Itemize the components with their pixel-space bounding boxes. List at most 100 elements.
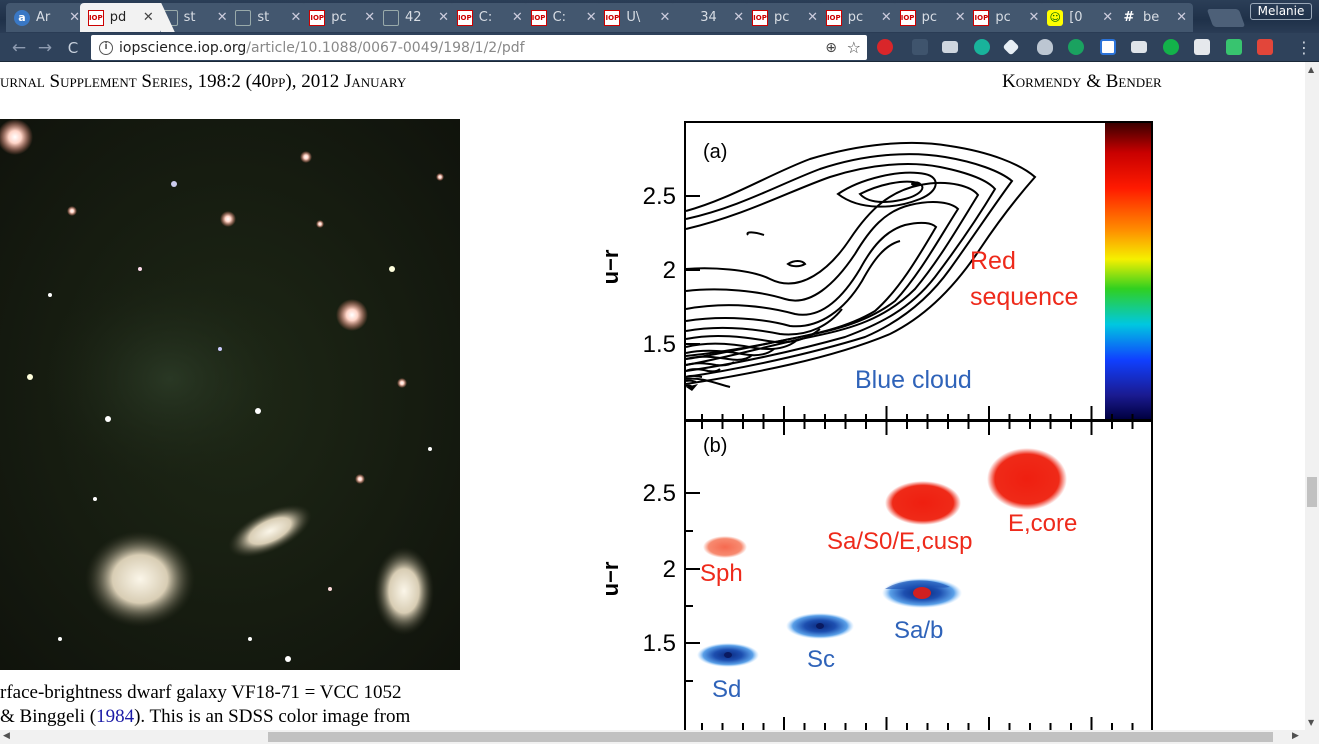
- site-info-icon[interactable]: i: [99, 40, 113, 55]
- browser-tab[interactable]: st ✕: [227, 3, 308, 32]
- m-extension-icon[interactable]: [974, 39, 990, 55]
- figure-caption-line-2: & Binggeli (1984). This is an SDSS color…: [0, 706, 410, 728]
- sa-s0-e-cusp-label: Sa/S0/E,cusp: [827, 528, 972, 555]
- diamond-extension-icon[interactable]: [1002, 38, 1020, 56]
- back-button[interactable]: ←: [11, 38, 27, 58]
- grammarly-extension-icon[interactable]: [1068, 39, 1084, 55]
- tab-close-icon[interactable]: ✕: [733, 10, 745, 25]
- browser-tab[interactable]: IOP pc ✕: [744, 3, 824, 32]
- browser-tab[interactable]: # be ✕: [1113, 3, 1193, 32]
- ytick-a-1.5: 1.5: [643, 331, 676, 358]
- iop-icon: IOP: [530, 9, 547, 26]
- tab-close-icon[interactable]: ✕: [880, 10, 892, 25]
- galaxy-photograph: [0, 119, 460, 670]
- horizontal-scrollbar[interactable]: ◀ ▶: [0, 730, 1319, 744]
- tab-close-icon[interactable]: ✕: [364, 10, 376, 25]
- figure-caption-line-1: rface-brightness dwarf galaxy VF18-71 = …: [0, 682, 402, 703]
- tab-close-icon[interactable]: ✕: [1102, 10, 1114, 25]
- hash-icon: #: [1123, 10, 1135, 25]
- red-sequence-label-1: Red: [970, 247, 1016, 275]
- amazon-icon: a: [14, 9, 30, 26]
- tab-close-icon[interactable]: ✕: [659, 10, 671, 25]
- iop-icon: IOP: [309, 9, 326, 26]
- scroll-up-arrow-icon[interactable]: ▲: [1308, 65, 1315, 74]
- chat-extension-icon[interactable]: [1131, 41, 1147, 53]
- extension-icon[interactable]: [912, 39, 928, 55]
- browser-tab[interactable]: IOP pc ✕: [891, 3, 972, 32]
- citation-link[interactable]: 1984: [96, 706, 135, 727]
- tab-close-icon[interactable]: ✕: [1028, 10, 1040, 25]
- tab-close-icon[interactable]: ✕: [69, 10, 80, 25]
- scroll-down-arrow-icon[interactable]: ▼: [1308, 718, 1315, 727]
- tab-close-icon[interactable]: ✕: [1176, 10, 1187, 25]
- iop-icon: IOP: [456, 9, 473, 26]
- colorbar: [1105, 123, 1151, 419]
- tab-close-icon[interactable]: ✕: [216, 10, 228, 25]
- ublock-extension-icon[interactable]: [877, 39, 893, 55]
- document-icon: [383, 9, 399, 26]
- tab-close-icon[interactable]: ✕: [438, 10, 449, 25]
- tab-close-icon[interactable]: ✕: [142, 10, 154, 25]
- bookmark-star-icon[interactable]: ☆: [846, 38, 861, 57]
- profile-button[interactable]: Melanie: [1250, 3, 1312, 20]
- evernote-extension-icon[interactable]: [1163, 39, 1179, 55]
- mail-extension-icon[interactable]: [942, 41, 958, 53]
- tab-close-icon[interactable]: ✕: [954, 10, 966, 25]
- sc-label: Sc: [807, 646, 835, 673]
- ytick-a-2: 2: [663, 257, 676, 284]
- caption-text: ). This is an SDSS color image from: [134, 706, 411, 727]
- zoom-icon[interactable]: ⊕: [825, 39, 837, 56]
- browser-tab[interactable]: IOP pc ✕: [965, 3, 1046, 32]
- iop-icon: IOP: [752, 9, 768, 26]
- smiley-icon: ☺: [1047, 9, 1064, 26]
- tab-close-icon[interactable]: ✕: [807, 10, 818, 25]
- horizontal-scroll-thumb[interactable]: [268, 732, 1273, 742]
- new-tab-button[interactable]: [1206, 9, 1246, 27]
- address-bar[interactable]: i iopscience.iop.org/article/10.1088/006…: [91, 35, 867, 60]
- tab-close-icon[interactable]: ✕: [511, 10, 523, 25]
- tab-label: 42: [405, 10, 422, 25]
- tab-label: st: [257, 10, 270, 25]
- blue-cloud-label: Blue cloud: [855, 366, 972, 394]
- tab-label: pc: [847, 10, 864, 25]
- browser-tab[interactable]: IOP C: ✕: [522, 3, 603, 32]
- browser-menu-icon[interactable]: ⋮: [1296, 38, 1312, 57]
- tab-label: pd: [109, 10, 127, 25]
- vertical-scroll-thumb[interactable]: [1307, 477, 1317, 507]
- tab-label: 34: [700, 10, 717, 25]
- tab-label: pc: [331, 10, 347, 25]
- notes-extension-icon[interactable]: [1194, 39, 1210, 55]
- tab-close-icon[interactable]: ✕: [290, 10, 302, 25]
- ytick-b-2.5: 2.5: [643, 480, 676, 507]
- browser-tab[interactable]: ☺ [0 ✕: [1039, 3, 1120, 32]
- reload-button[interactable]: C: [67, 39, 79, 57]
- browser-tab[interactable]: IOP U\ ✕: [596, 3, 677, 32]
- running-head-right: Kormendy & Bender: [1002, 71, 1162, 92]
- tab-label: pc: [921, 10, 937, 25]
- browser-tab[interactable]: IOP C: ✕: [448, 3, 529, 32]
- e-core-blob: [987, 448, 1067, 510]
- browser-tab[interactable]: IOP pc ✕: [301, 3, 382, 32]
- browser-tab[interactable]: 42 ✕: [375, 3, 455, 32]
- scroll-right-arrow-icon[interactable]: ▶: [1292, 731, 1299, 741]
- browser-tab[interactable]: a Ar ✕: [6, 3, 86, 32]
- scroll-left-arrow-icon[interactable]: ◀: [3, 731, 10, 741]
- browser-tab[interactable]: IOP pd ✕: [79, 3, 160, 32]
- browser-tab[interactable]: IOP pc ✕: [817, 3, 898, 32]
- tab-close-icon[interactable]: ✕: [585, 10, 597, 25]
- vertical-scrollbar[interactable]: ▲ ▼: [1305, 62, 1319, 730]
- check-extension-icon[interactable]: [1226, 39, 1242, 55]
- docs-extension-icon[interactable]: [1100, 39, 1116, 55]
- tab-label: be: [1143, 10, 1160, 25]
- sph-label: Sph: [700, 560, 743, 587]
- document-icon: [235, 9, 252, 26]
- tab-label: pc: [995, 10, 1011, 25]
- iop-icon: IOP: [825, 9, 842, 26]
- browser-tab[interactable]: 34 ✕: [670, 3, 751, 32]
- pocket-extension-icon[interactable]: [1037, 39, 1053, 55]
- tab-label: pc: [774, 10, 790, 25]
- url-host: iopscience.iop.org: [119, 39, 247, 56]
- todoist-extension-icon[interactable]: [1257, 39, 1273, 55]
- red-sequence-label-2: sequence: [970, 283, 1078, 311]
- forward-button[interactable]: →: [37, 38, 53, 58]
